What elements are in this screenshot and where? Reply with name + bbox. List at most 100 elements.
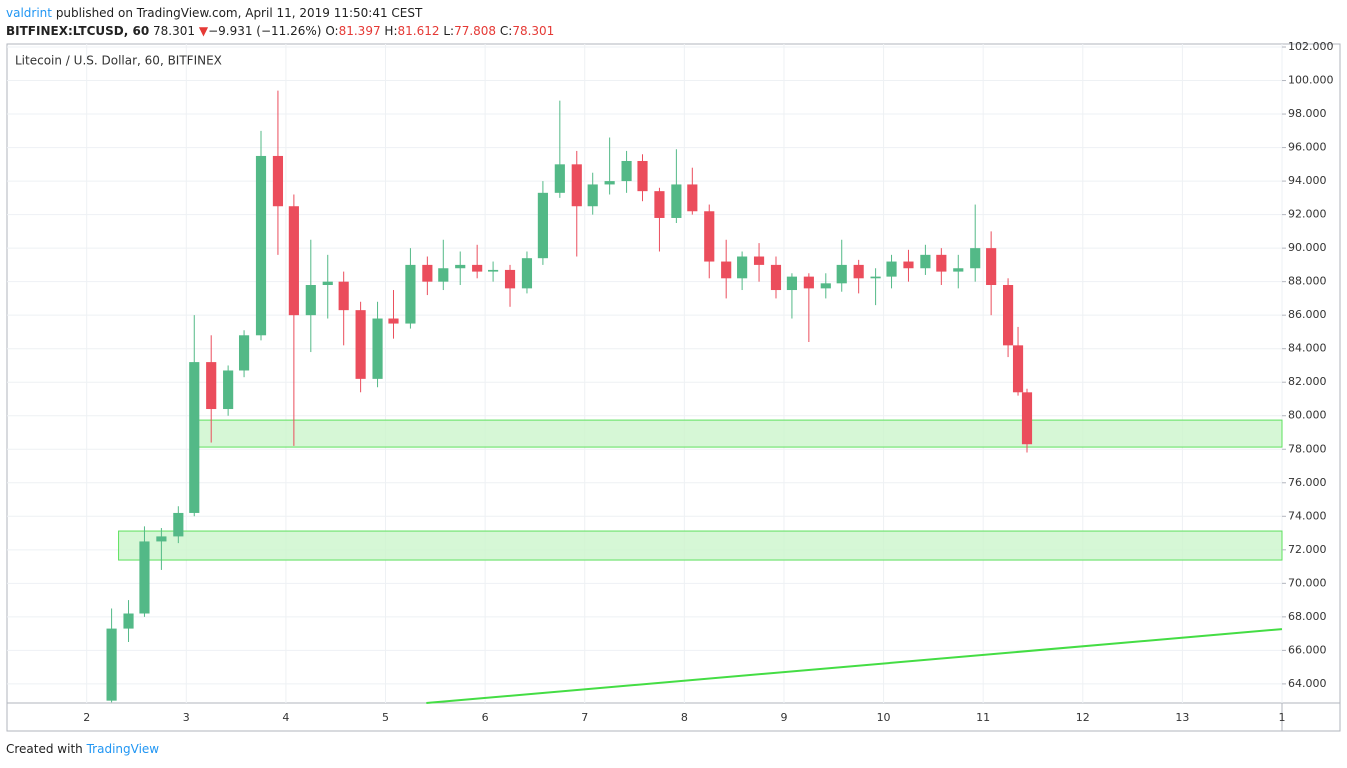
candle-body (472, 264, 483, 272)
candle-body (338, 281, 349, 311)
published: published on TradingView.com, April 11, … (55, 6, 423, 20)
chart-title: Litecoin / U.S. Dollar, 60, BITFINEX (15, 54, 222, 68)
candle-body (123, 613, 134, 629)
candle-body (223, 370, 234, 410)
candle-body (355, 310, 366, 379)
y-tick-label: 82.000 (1288, 375, 1327, 388)
candle-body (106, 628, 117, 701)
candle-body (272, 155, 284, 207)
x-tick-label: 13 (1175, 711, 1189, 724)
y-tick-label: 96.000 (1288, 141, 1327, 154)
candle-body (571, 164, 582, 207)
y-tick-label: 98.000 (1288, 107, 1327, 120)
candle-body (621, 160, 632, 182)
candle-body (920, 254, 931, 269)
candle-body (173, 512, 184, 537)
x-tick-label: 4 (282, 711, 289, 724)
candle-body (372, 318, 383, 379)
candle-body (438, 268, 449, 282)
candle-body (770, 264, 782, 291)
x-tick-label: 9 (780, 711, 787, 724)
plot (106, 90, 1283, 704)
y-tick-label: 88.000 (1288, 275, 1327, 288)
open: 81.397 (338, 24, 381, 38)
last: 78.301 (153, 24, 196, 38)
x-tick-label: 7 (581, 711, 588, 724)
candle-body (587, 184, 598, 207)
candle-body (886, 261, 897, 277)
candle-body (936, 254, 947, 272)
x-tick-label: 5 (382, 711, 389, 724)
y-tick-label: 92.000 (1288, 208, 1327, 221)
y-tick-label: 66.000 (1288, 643, 1327, 656)
candle-body (953, 268, 964, 272)
candle-body (1012, 345, 1024, 393)
arrow: ▼ (198, 24, 209, 38)
y-tick-label: 84.000 (1288, 342, 1327, 355)
c-label: C: (499, 24, 513, 38)
candle-body (986, 248, 997, 286)
x-tick-label: 3 (183, 711, 190, 724)
candle-body (156, 536, 167, 542)
y-tick-label: 100.000 (1288, 74, 1334, 87)
candle-body (189, 362, 200, 513)
y-tick-label: 76.000 (1288, 476, 1327, 489)
footer: Created with TradingView (6, 742, 159, 756)
l-label: L: (443, 24, 455, 38)
candle-body (305, 285, 316, 316)
candle-body (903, 261, 914, 269)
x-tick-label: 10 (877, 711, 891, 724)
candle-body (206, 362, 217, 410)
x-tick-label: 8 (681, 711, 688, 724)
candle-body (1002, 285, 1014, 346)
candle-body (604, 181, 615, 185)
y-tick-label: 72.000 (1288, 543, 1327, 556)
y-tick-label: 64.000 (1288, 677, 1327, 690)
candle-body (753, 256, 765, 265)
author[interactable]: valdrint (6, 6, 52, 20)
candle-body (687, 184, 698, 212)
brand[interactable]: TradingView (86, 742, 160, 756)
x-tick-label: 11 (976, 711, 990, 724)
trend-line (426, 628, 1283, 704)
y-tick-label: 78.000 (1288, 442, 1327, 455)
candle-body (322, 281, 333, 286)
o-label: O: (325, 24, 339, 38)
zone (118, 530, 1283, 561)
candle-body (255, 155, 267, 336)
candle-body (422, 264, 433, 282)
x-tick-label: 1 (1279, 711, 1286, 724)
x-tick-label: 2 (83, 711, 90, 724)
x-tick-label: 12 (1076, 711, 1090, 724)
candle-body (537, 192, 548, 259)
y-tick-label: 68.000 (1288, 610, 1327, 623)
candle-body (238, 335, 250, 371)
y-tick-label: 74.000 (1288, 509, 1327, 522)
candle-body (1021, 392, 1033, 445)
zone (193, 419, 1283, 448)
candle-body (654, 191, 665, 218)
candle-body (737, 256, 748, 279)
candle-body (139, 541, 150, 614)
candle-body (455, 264, 466, 269)
candle-body (721, 261, 732, 279)
candle-body (820, 283, 831, 289)
frame (6, 43, 1341, 732)
y-tick-label: 86.000 (1288, 308, 1327, 321)
candle-body (803, 276, 814, 289)
candle-body (786, 276, 798, 291)
candle-body (836, 264, 847, 284)
low: 77.808 (454, 24, 497, 38)
header: valdrint published on TradingView.com, A… (6, 4, 554, 40)
h-label: H: (384, 24, 398, 38)
candle-body (554, 164, 565, 193)
y-tick-label: 102.000 (1288, 40, 1334, 53)
footer-text: Created with (6, 742, 83, 756)
close: 78.301 (512, 24, 555, 38)
candle-body (388, 318, 399, 324)
candle-body (853, 264, 864, 279)
y-tick-label: 70.000 (1288, 576, 1327, 589)
candle-body (288, 206, 299, 316)
